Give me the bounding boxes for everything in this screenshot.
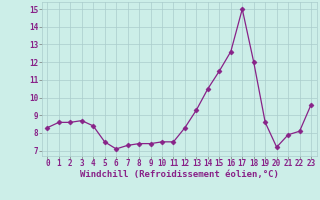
- X-axis label: Windchill (Refroidissement éolien,°C): Windchill (Refroidissement éolien,°C): [80, 170, 279, 179]
